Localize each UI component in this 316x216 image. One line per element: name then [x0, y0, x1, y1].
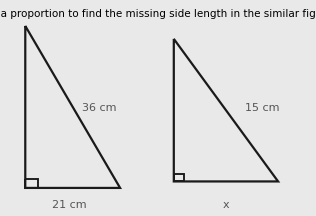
- Text: 15 cm: 15 cm: [245, 103, 279, 113]
- Text: 36 cm: 36 cm: [82, 103, 117, 113]
- Text: Use a proportion to find the missing side length in the similar figures: Use a proportion to find the missing sid…: [0, 9, 316, 19]
- Text: x: x: [223, 200, 229, 210]
- Text: 21 cm: 21 cm: [52, 200, 87, 210]
